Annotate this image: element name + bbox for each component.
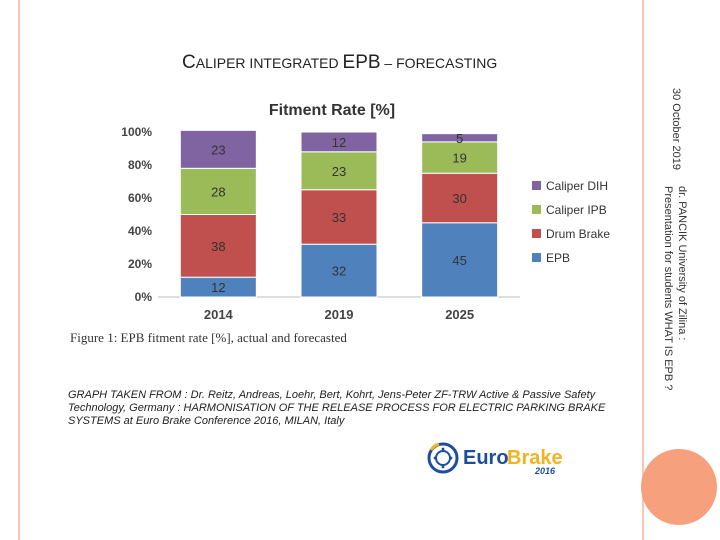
bar-segment: [179, 214, 257, 278]
y-tick-label: 40%: [128, 224, 152, 238]
x-category-label: 2025: [445, 307, 474, 322]
left-accent-line: [18, 0, 20, 540]
author-line-2: Presentation for students WHAT IS EPB ?: [662, 186, 674, 391]
legend-label: Drum Brake: [546, 227, 610, 241]
title-part-4: FORECASTING: [396, 55, 498, 71]
logo-word-brake: Brake: [507, 447, 563, 469]
y-tick-label: 100%: [121, 125, 152, 139]
bar-data-label: 23: [211, 142, 225, 157]
title-part-2: EPB: [342, 52, 381, 73]
bar-data-label: 12: [332, 135, 346, 150]
legend-swatch: [532, 181, 541, 190]
bar-data-label: 32: [332, 264, 346, 279]
date-vertical: 30 October 2019: [668, 88, 688, 178]
title-part-1: ALIPER INTEGRATED: [195, 55, 343, 71]
bar-segment: [421, 172, 499, 224]
chart-title: Fitment Rate [%]: [269, 102, 395, 119]
legend-label: Caliper IPB: [546, 203, 607, 217]
logo-year: 2016: [534, 466, 556, 476]
accent-circle: [641, 449, 717, 525]
bar-segment: [179, 129, 257, 169]
y-tick-label: 20%: [128, 257, 152, 271]
bar-data-label: 30: [452, 191, 466, 206]
fitment-chart-svg: Fitment Rate [%] 0% 20% 40% 60% 80% 100% 12 38 28…: [70, 102, 610, 345]
bar-data-label: 45: [452, 253, 466, 268]
legend-swatch: [532, 205, 541, 214]
y-tick-label: 0%: [135, 290, 153, 304]
bar-data-label: 12: [211, 280, 225, 295]
legend-label: EPB: [546, 251, 570, 265]
y-tick-label: 80%: [128, 158, 152, 172]
bar-data-label: 33: [332, 210, 346, 225]
bar-data-label: 28: [211, 184, 225, 199]
legend-label: Caliper DIH: [546, 179, 608, 193]
legend-swatch: [532, 253, 541, 262]
x-category-label: 2014: [204, 307, 234, 322]
right-accent-line: [642, 0, 644, 540]
bar-segment: [421, 222, 499, 298]
source-text: GRAPH TAKEN FROM : Dr. Reitz, Andreas, L…: [68, 389, 606, 427]
eurobrake-logo: Euro Brake 2016: [425, 440, 565, 476]
fitment-chart: Fitment Rate [%] 0% 20% 40% 60% 80% 100% 12 38 28…: [62, 84, 630, 354]
slide-title: CALIPER INTEGRATED EPB – FORECASTING: [182, 52, 497, 74]
bar-segment: [300, 189, 378, 245]
bar-segment: [421, 133, 499, 143]
bar-segment: [300, 151, 378, 191]
legend-swatch: [532, 229, 541, 238]
author-vertical: dr. PANCIK University of Zilina : Presen…: [636, 186, 690, 406]
bar-data-label: 19: [452, 151, 466, 166]
brake-disc-icon: [427, 442, 459, 474]
bar-data-label: 5: [456, 131, 463, 146]
bar-data-label: 38: [211, 239, 225, 254]
logo-word-euro: Euro: [463, 447, 509, 469]
bar-segment: [300, 243, 378, 298]
x-category-label: 2019: [325, 307, 354, 322]
bar-data-label: 23: [332, 164, 346, 179]
bar-segment: [300, 131, 378, 153]
slide-date: 30 October 2019: [670, 88, 682, 170]
title-part-3: –: [380, 55, 397, 71]
y-tick-label: 60%: [128, 191, 152, 205]
title-part-0: C: [182, 52, 196, 73]
author-line-1: dr. PANCIK University of Zilina :: [676, 186, 688, 341]
figure-caption: Figure 1: EPB fitment rate [%], actual a…: [70, 330, 347, 345]
